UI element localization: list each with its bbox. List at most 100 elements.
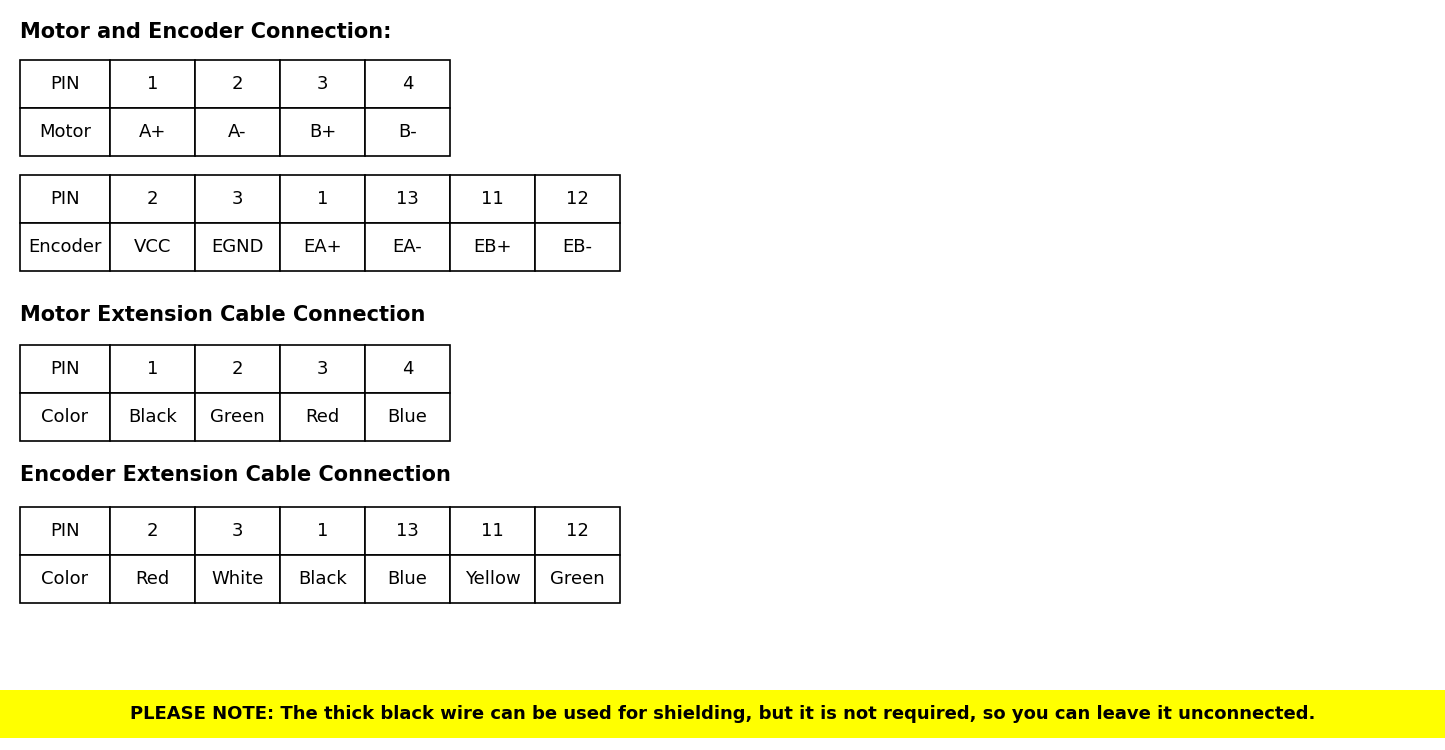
Bar	[366, 175, 449, 223]
Text: Encoder Extension Cable Connection: Encoder Extension Cable Connection	[20, 465, 451, 485]
Bar	[366, 555, 449, 603]
Text: 2: 2	[147, 522, 159, 540]
Bar	[366, 393, 449, 441]
Bar	[20, 175, 110, 223]
Bar	[366, 345, 449, 393]
Text: 4: 4	[402, 360, 413, 378]
Text: VCC: VCC	[134, 238, 171, 256]
Text: Encoder: Encoder	[29, 238, 101, 256]
Bar	[20, 507, 110, 555]
Text: 3: 3	[316, 75, 328, 93]
Text: 1: 1	[147, 75, 158, 93]
Text: Green: Green	[551, 570, 605, 588]
Bar	[280, 175, 366, 223]
Text: PIN: PIN	[51, 522, 79, 540]
Text: 2: 2	[231, 75, 243, 93]
Bar	[110, 108, 195, 156]
Bar	[195, 507, 280, 555]
Bar	[20, 555, 110, 603]
Bar	[366, 223, 449, 271]
Text: 13: 13	[396, 522, 419, 540]
Bar	[0, 690, 1445, 738]
Text: EB+: EB+	[474, 238, 512, 256]
Text: 3: 3	[231, 522, 243, 540]
Text: White: White	[211, 570, 263, 588]
Text: Motor and Encoder Connection:: Motor and Encoder Connection:	[20, 22, 392, 42]
Text: PIN: PIN	[51, 75, 79, 93]
Text: 1: 1	[316, 522, 328, 540]
Bar	[449, 555, 535, 603]
Text: PLEASE NOTE: The thick black wire can be used for shielding, but it is not requi: PLEASE NOTE: The thick black wire can be…	[130, 705, 1315, 723]
Bar	[195, 345, 280, 393]
Bar	[366, 60, 449, 108]
Bar	[110, 555, 195, 603]
Bar	[280, 60, 366, 108]
Text: 1: 1	[147, 360, 158, 378]
Text: 3: 3	[316, 360, 328, 378]
Text: Black: Black	[129, 408, 176, 426]
Text: A-: A-	[228, 123, 247, 141]
Bar	[20, 345, 110, 393]
Text: Black: Black	[298, 570, 347, 588]
Text: Blue: Blue	[387, 408, 428, 426]
Text: 11: 11	[481, 190, 504, 208]
Text: 4: 4	[402, 75, 413, 93]
Text: Yellow: Yellow	[465, 570, 520, 588]
Bar	[195, 223, 280, 271]
Text: PIN: PIN	[51, 360, 79, 378]
Bar	[366, 108, 449, 156]
Bar	[449, 507, 535, 555]
Text: 1: 1	[316, 190, 328, 208]
Bar	[449, 223, 535, 271]
Bar	[535, 507, 620, 555]
Bar	[110, 345, 195, 393]
Text: EA+: EA+	[303, 238, 342, 256]
Text: EB-: EB-	[562, 238, 592, 256]
Text: Red: Red	[136, 570, 169, 588]
Text: Color: Color	[42, 408, 88, 426]
Bar	[195, 108, 280, 156]
Bar	[110, 175, 195, 223]
Text: Motor Extension Cable Connection: Motor Extension Cable Connection	[20, 305, 425, 325]
Bar	[280, 393, 366, 441]
Text: Color: Color	[42, 570, 88, 588]
Bar	[110, 60, 195, 108]
Bar	[280, 108, 366, 156]
Bar	[20, 60, 110, 108]
Bar	[535, 175, 620, 223]
Bar	[449, 175, 535, 223]
Text: Red: Red	[305, 408, 340, 426]
Text: 12: 12	[566, 522, 590, 540]
Bar	[195, 60, 280, 108]
Text: Blue: Blue	[387, 570, 428, 588]
Bar	[195, 175, 280, 223]
Bar	[20, 223, 110, 271]
Bar	[20, 393, 110, 441]
Bar	[280, 555, 366, 603]
Text: EA-: EA-	[393, 238, 422, 256]
Text: 12: 12	[566, 190, 590, 208]
Text: 2: 2	[147, 190, 159, 208]
Text: 13: 13	[396, 190, 419, 208]
Text: PIN: PIN	[51, 190, 79, 208]
Bar	[280, 507, 366, 555]
Text: 11: 11	[481, 522, 504, 540]
Text: B+: B+	[309, 123, 337, 141]
Bar	[280, 345, 366, 393]
Bar	[110, 393, 195, 441]
Text: A+: A+	[139, 123, 166, 141]
Bar	[195, 555, 280, 603]
Bar	[110, 223, 195, 271]
Text: 2: 2	[231, 360, 243, 378]
Bar	[110, 507, 195, 555]
Text: Green: Green	[210, 408, 264, 426]
Bar	[366, 507, 449, 555]
Text: 3: 3	[231, 190, 243, 208]
Text: Motor: Motor	[39, 123, 91, 141]
Text: EGND: EGND	[211, 238, 264, 256]
Bar	[20, 108, 110, 156]
Bar	[535, 223, 620, 271]
Bar	[280, 223, 366, 271]
Bar	[195, 393, 280, 441]
Text: B-: B-	[399, 123, 416, 141]
